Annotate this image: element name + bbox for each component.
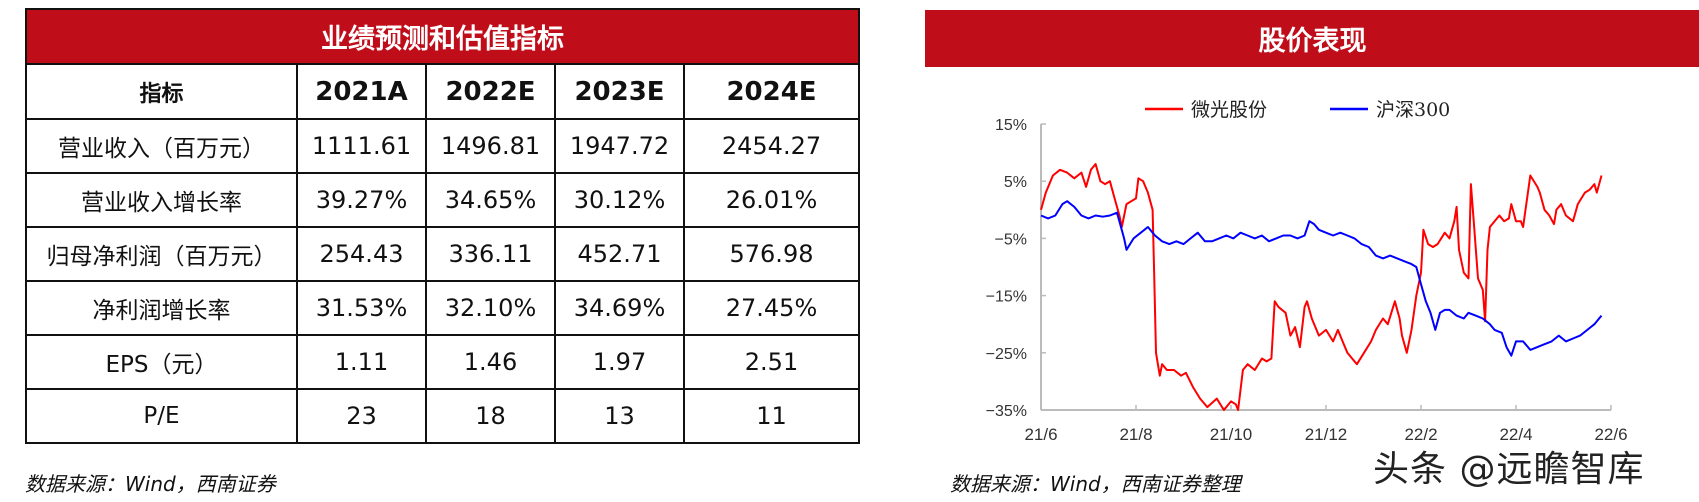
cell: 2.51 [683,334,860,390]
header-2023e: 2023E [554,63,685,120]
cell: 452.71 [554,226,685,282]
cell: 1.97 [554,334,685,390]
chart-title: 股价表现 [925,10,1699,67]
table-row-net-profit: 归母净利润（百万元） 254.43 336.11 452.71 576.98 [25,226,860,282]
x-axis: 21/6 21/8 21/10 21/12 22/2 22/4 22/6 [1024,405,1628,444]
table-row-profit-growth: 净利润增长率 31.53% 32.10% 34.69% 27.45% [25,280,860,336]
cell: 39.27% [296,172,427,228]
row-label: 营业收入（百万元） [25,118,298,174]
y-tick-label: −35% [986,403,1027,420]
chart-legend: 微光股份 沪深300 [1145,99,1450,121]
y-tick-label: 5% [1004,174,1027,191]
row-label: EPS（元） [25,334,298,390]
cell: 27.45% [683,280,860,336]
watermark: 头条 @远瞻智库 [1373,449,1645,490]
header-2021a: 2021A [296,63,427,120]
table-header-row: 指标 2021A 2022E 2023E 2024E [25,63,860,120]
y-tick-label: −25% [986,346,1027,363]
header-2024e: 2024E [683,63,860,120]
table-row-revenue-growth: 营业收入增长率 39.27% 34.65% 30.12% 26.01% [25,172,860,228]
row-label: 营业收入增长率 [25,172,298,228]
cell: 34.69% [554,280,685,336]
cell: 23 [296,388,427,444]
x-tick-label: 21/12 [1305,425,1348,444]
chart-series [1040,163,1603,411]
legend-label: 微光股份 [1191,99,1267,121]
cell: 1.46 [425,334,556,390]
cell: 32.10% [425,280,556,336]
cell: 30.12% [554,172,685,228]
x-tick-label: 21/6 [1024,425,1057,444]
legend-label: 沪深300 [1376,99,1450,121]
y-tick-label: −5% [995,231,1027,248]
x-tick-label: 21/8 [1119,425,1152,444]
cell: 18 [425,388,556,444]
cell: 31.53% [296,280,427,336]
series-line-hs300 [1040,200,1603,357]
cell: 1496.81 [425,118,556,174]
table-source-note: 数据来源：Wind，西南证券 [25,472,276,496]
table-title: 业绩预测和估值指标 [25,8,860,65]
row-label: P/E [25,388,298,444]
y-axis: 15% 5% −5% −15% −25% −35% [986,117,1046,420]
x-tick-label: 21/10 [1210,425,1253,444]
x-tick-label: 22/2 [1404,425,1437,444]
x-tick-label: 22/6 [1594,425,1627,444]
row-label: 归母净利润（百万元） [25,226,298,282]
table-row-eps: EPS（元） 1.11 1.46 1.97 2.51 [25,334,860,390]
cell: 1.11 [296,334,427,390]
row-label: 净利润增长率 [25,280,298,336]
cell: 26.01% [683,172,860,228]
cell: 1947.72 [554,118,685,174]
forecast-valuation-table: 业绩预测和估值指标 指标 2021A 2022E 2023E 2024E 营业收… [25,8,860,444]
stock-performance-chart: 微光股份 沪深300 15%5%−5%−15%−25%−35% 21/6 21/8 2… [986,99,1628,444]
header-2022e: 2022E [425,63,556,120]
cell: 576.98 [683,226,860,282]
table-row-pe: P/E 23 18 13 11 [25,388,860,444]
table-row-revenue: 营业收入（百万元） 1111.61 1496.81 1947.72 2454.2… [25,118,860,174]
header-indicator: 指标 [25,63,298,120]
cell: 34.65% [425,172,556,228]
forecast-table-panel: 业绩预测和估值指标 指标 2021A 2022E 2023E 2024E 营业收… [25,8,860,444]
y-tick-label: −15% [986,289,1027,306]
cell: 13 [554,388,685,444]
cell: 11 [683,388,860,444]
cell: 336.11 [425,226,556,282]
y-tick-label: 15% [995,117,1027,134]
series-line-weiguang [1040,163,1603,411]
x-tick-label: 22/4 [1499,425,1532,444]
chart-source-note: 数据来源：Wind，西南证券整理 [950,472,1241,496]
cell: 1111.61 [296,118,427,174]
cell: 254.43 [296,226,427,282]
cell: 2454.27 [683,118,860,174]
